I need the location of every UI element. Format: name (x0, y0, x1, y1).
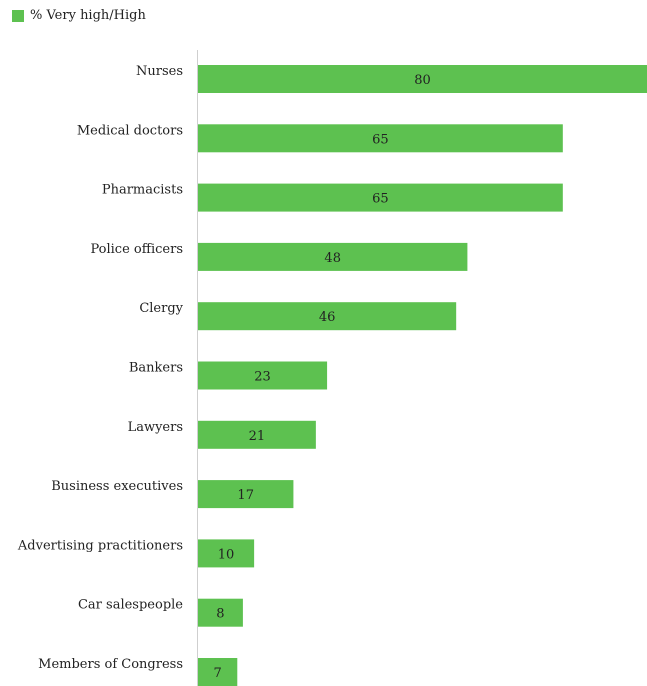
bar-nurses (198, 65, 647, 93)
category-label-clergy: Clergy (139, 301, 183, 316)
value-label-clergy: 46 (319, 310, 336, 325)
bar-lawyers (198, 420, 316, 449)
bar-members-of-congress (198, 658, 238, 686)
bars-group: Nurses 80 Medical doctors 65 Pharmacists 65 Po… (17, 64, 647, 686)
bar-medical-doctors (198, 124, 563, 153)
value-label-nurses: 80 (414, 73, 431, 88)
value-label-pharmacists: 65 (372, 192, 389, 207)
bar-advertising-practitioners (198, 539, 255, 568)
category-label-business-executives: Business executives (51, 479, 183, 494)
value-label-police-officers: 48 (324, 251, 341, 266)
value-label-business-executives: 17 (237, 488, 254, 503)
value-label-car-salespeople: 8 (216, 607, 224, 622)
category-label-police-officers: Police officers (90, 242, 183, 257)
category-label-members-of-congress: Members of Congress (38, 657, 183, 672)
value-label-bankers: 23 (254, 370, 271, 385)
value-label-advertising-practitioners: 10 (218, 547, 235, 562)
bar-bankers (198, 361, 328, 390)
category-label-medical-doctors: Medical doctors (77, 123, 183, 138)
category-label-nurses: Nurses (136, 64, 183, 79)
bar-police-officers (198, 242, 468, 271)
legend-label: % Very high/High (30, 8, 146, 23)
category-label-advertising-practitioners: Advertising practitioners (17, 538, 183, 553)
category-label-bankers: Bankers (129, 361, 183, 376)
bar-business-executives (198, 480, 294, 509)
legend-swatch (12, 9, 24, 22)
category-label-pharmacists: Pharmacists (102, 183, 183, 198)
value-label-medical-doctors: 65 (372, 132, 389, 147)
bar-car-salespeople (198, 598, 243, 627)
value-label-members-of-congress: 7 (214, 666, 222, 681)
legend: % Very high/High (12, 8, 146, 23)
value-label-lawyers: 21 (249, 429, 266, 444)
bar-clergy (198, 302, 457, 331)
category-label-lawyers: Lawyers (128, 420, 183, 435)
category-label-car-salespeople: Car salespeople (78, 598, 183, 613)
bar-pharmacists (198, 183, 563, 212)
